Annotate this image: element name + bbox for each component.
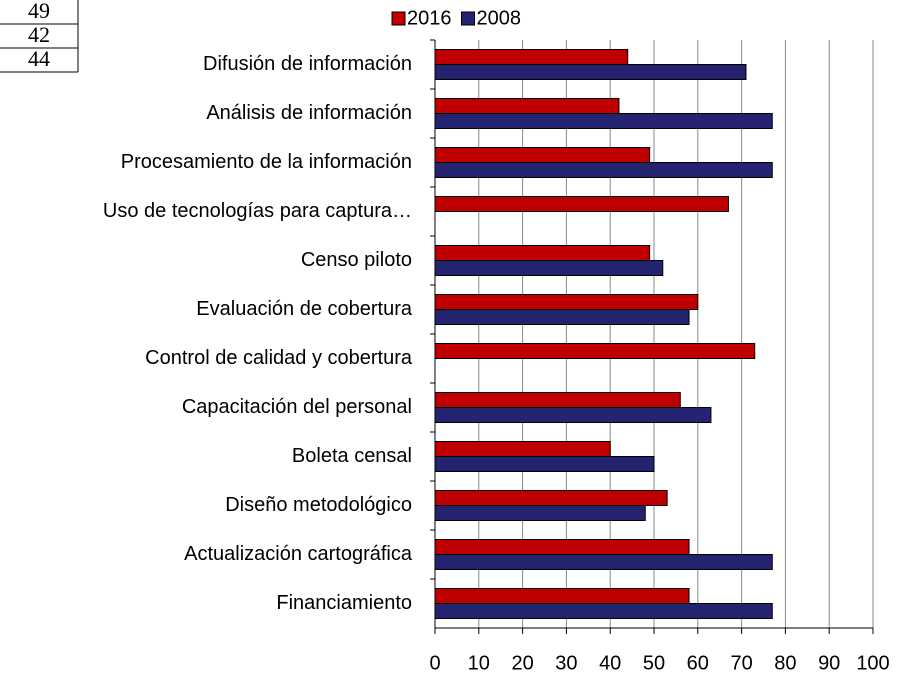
x-tick-label: 30 — [555, 652, 577, 673]
y-tick-label: Diseño metodológico — [225, 494, 412, 516]
bar — [434, 441, 611, 457]
legend-label: 2016 — [407, 7, 452, 29]
y-tick-label: Procesamiento de la información — [121, 151, 412, 173]
y-tick-label: Control de calidad y cobertura — [145, 347, 413, 369]
bar — [434, 588, 690, 604]
bar — [434, 490, 668, 506]
y-tick-label: Actualización cartográfica — [184, 543, 413, 565]
x-tick-label: 60 — [687, 652, 709, 673]
bar — [434, 113, 773, 129]
bar — [434, 505, 646, 521]
bar — [434, 196, 729, 212]
bar — [434, 603, 773, 619]
y-tick-label: Difusión de información — [203, 53, 412, 75]
bar — [434, 392, 681, 408]
x-tick-label: 100 — [856, 652, 889, 673]
y-tick-label: Análisis de información — [206, 102, 412, 124]
x-tick-label: 90 — [818, 652, 840, 673]
table-cell: 42 — [28, 22, 50, 47]
y-tick-label: Capacitación del personal — [182, 396, 412, 418]
bar — [434, 343, 756, 359]
y-tick-label: Uso de tecnologías para captura… — [103, 200, 412, 222]
y-tick-label: Boleta censal — [292, 445, 412, 467]
bar — [434, 260, 664, 276]
bar — [434, 245, 651, 261]
y-tick-label: Evaluación de cobertura — [196, 298, 413, 320]
table-fragment: 49 42 44 — [0, 0, 79, 73]
y-tick-label: Censo piloto — [301, 249, 412, 271]
bar — [434, 162, 773, 178]
bar — [434, 64, 747, 80]
bar — [434, 539, 690, 555]
bar — [434, 147, 651, 163]
bar — [434, 309, 690, 325]
table-cell: 44 — [28, 46, 50, 71]
x-tick-label: 10 — [468, 652, 490, 673]
bar — [434, 554, 773, 570]
legend-swatch — [391, 11, 406, 26]
x-tick-label: 40 — [599, 652, 621, 673]
table-cell: 49 — [28, 0, 50, 23]
bar — [434, 49, 629, 65]
legend-label: 2008 — [477, 7, 522, 29]
x-tick-label: 0 — [429, 652, 440, 673]
y-tick-label: Financiamiento — [276, 592, 412, 614]
legend-swatch — [461, 11, 475, 26]
x-tick-label: 20 — [511, 652, 533, 673]
bar — [434, 407, 712, 423]
x-tick-label: 70 — [730, 652, 752, 673]
bar — [434, 294, 699, 310]
x-tick-label: 80 — [774, 652, 796, 673]
bar — [434, 98, 620, 114]
bar — [434, 456, 655, 472]
x-tick-label: 50 — [643, 652, 665, 673]
